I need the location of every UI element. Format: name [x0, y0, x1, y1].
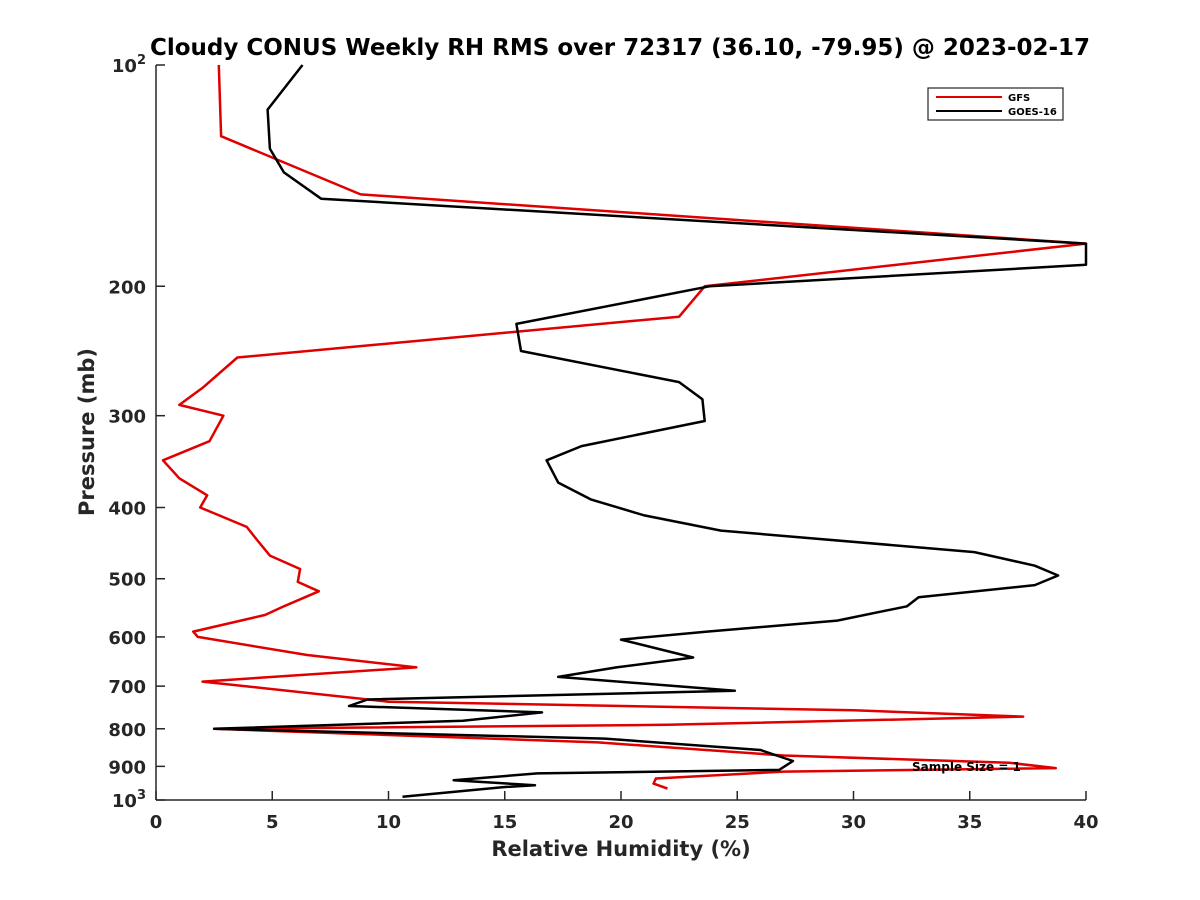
legend-label-gfs: GFS: [1008, 93, 1030, 104]
x-axis-label: Relative Humidity (%): [491, 837, 750, 861]
y-tick-label: 500: [108, 570, 146, 591]
y-tick-label: 900: [108, 757, 146, 778]
y-tick-label: 800: [108, 720, 146, 741]
x-tick-label: 30: [841, 812, 866, 833]
y-tick-exponent: 3: [137, 788, 146, 803]
x-ticks: 0 5 10 15 20 25 30 35 40: [150, 791, 1099, 833]
x-tick-label: 25: [725, 812, 750, 833]
series-line-goes16: [212, 64, 1088, 799]
x-tick-label: 0: [150, 812, 163, 833]
sample-size-annotation: Sample Size = 1: [912, 760, 1021, 774]
y-axis-label: Pressure (mb): [75, 348, 99, 516]
series-line-gfs: [161, 64, 1088, 790]
y-tick-label: 200: [108, 277, 146, 298]
y-tick-label: 103: [112, 788, 146, 812]
x-tick-label: 20: [608, 812, 633, 833]
y-tick-exponent: 2: [137, 53, 146, 68]
x-tick-label: 15: [492, 812, 517, 833]
y-tick-base: 10: [112, 56, 137, 77]
plot-area: [155, 65, 1086, 801]
y-tick-label: 400: [108, 499, 146, 520]
y-tick-label: 600: [108, 628, 146, 649]
x-tick-label: 35: [957, 812, 982, 833]
x-tick-label: 40: [1073, 812, 1098, 833]
x-tick-label: 5: [266, 812, 279, 833]
y-tick-label: 300: [108, 407, 146, 428]
legend: GFS GOES-16: [927, 87, 1064, 121]
y-tick-base: 10: [112, 791, 137, 812]
x-tick-label: 10: [376, 812, 401, 833]
chart-title: Cloudy CONUS Weekly RH RMS over 72317 (3…: [150, 35, 1090, 61]
y-tick-label: 102: [112, 53, 146, 77]
legend-label-goes16: GOES-16: [1008, 107, 1057, 118]
y-tick-label: 700: [108, 677, 146, 698]
series-layer: [161, 64, 1088, 799]
legend-box: [927, 87, 1064, 121]
